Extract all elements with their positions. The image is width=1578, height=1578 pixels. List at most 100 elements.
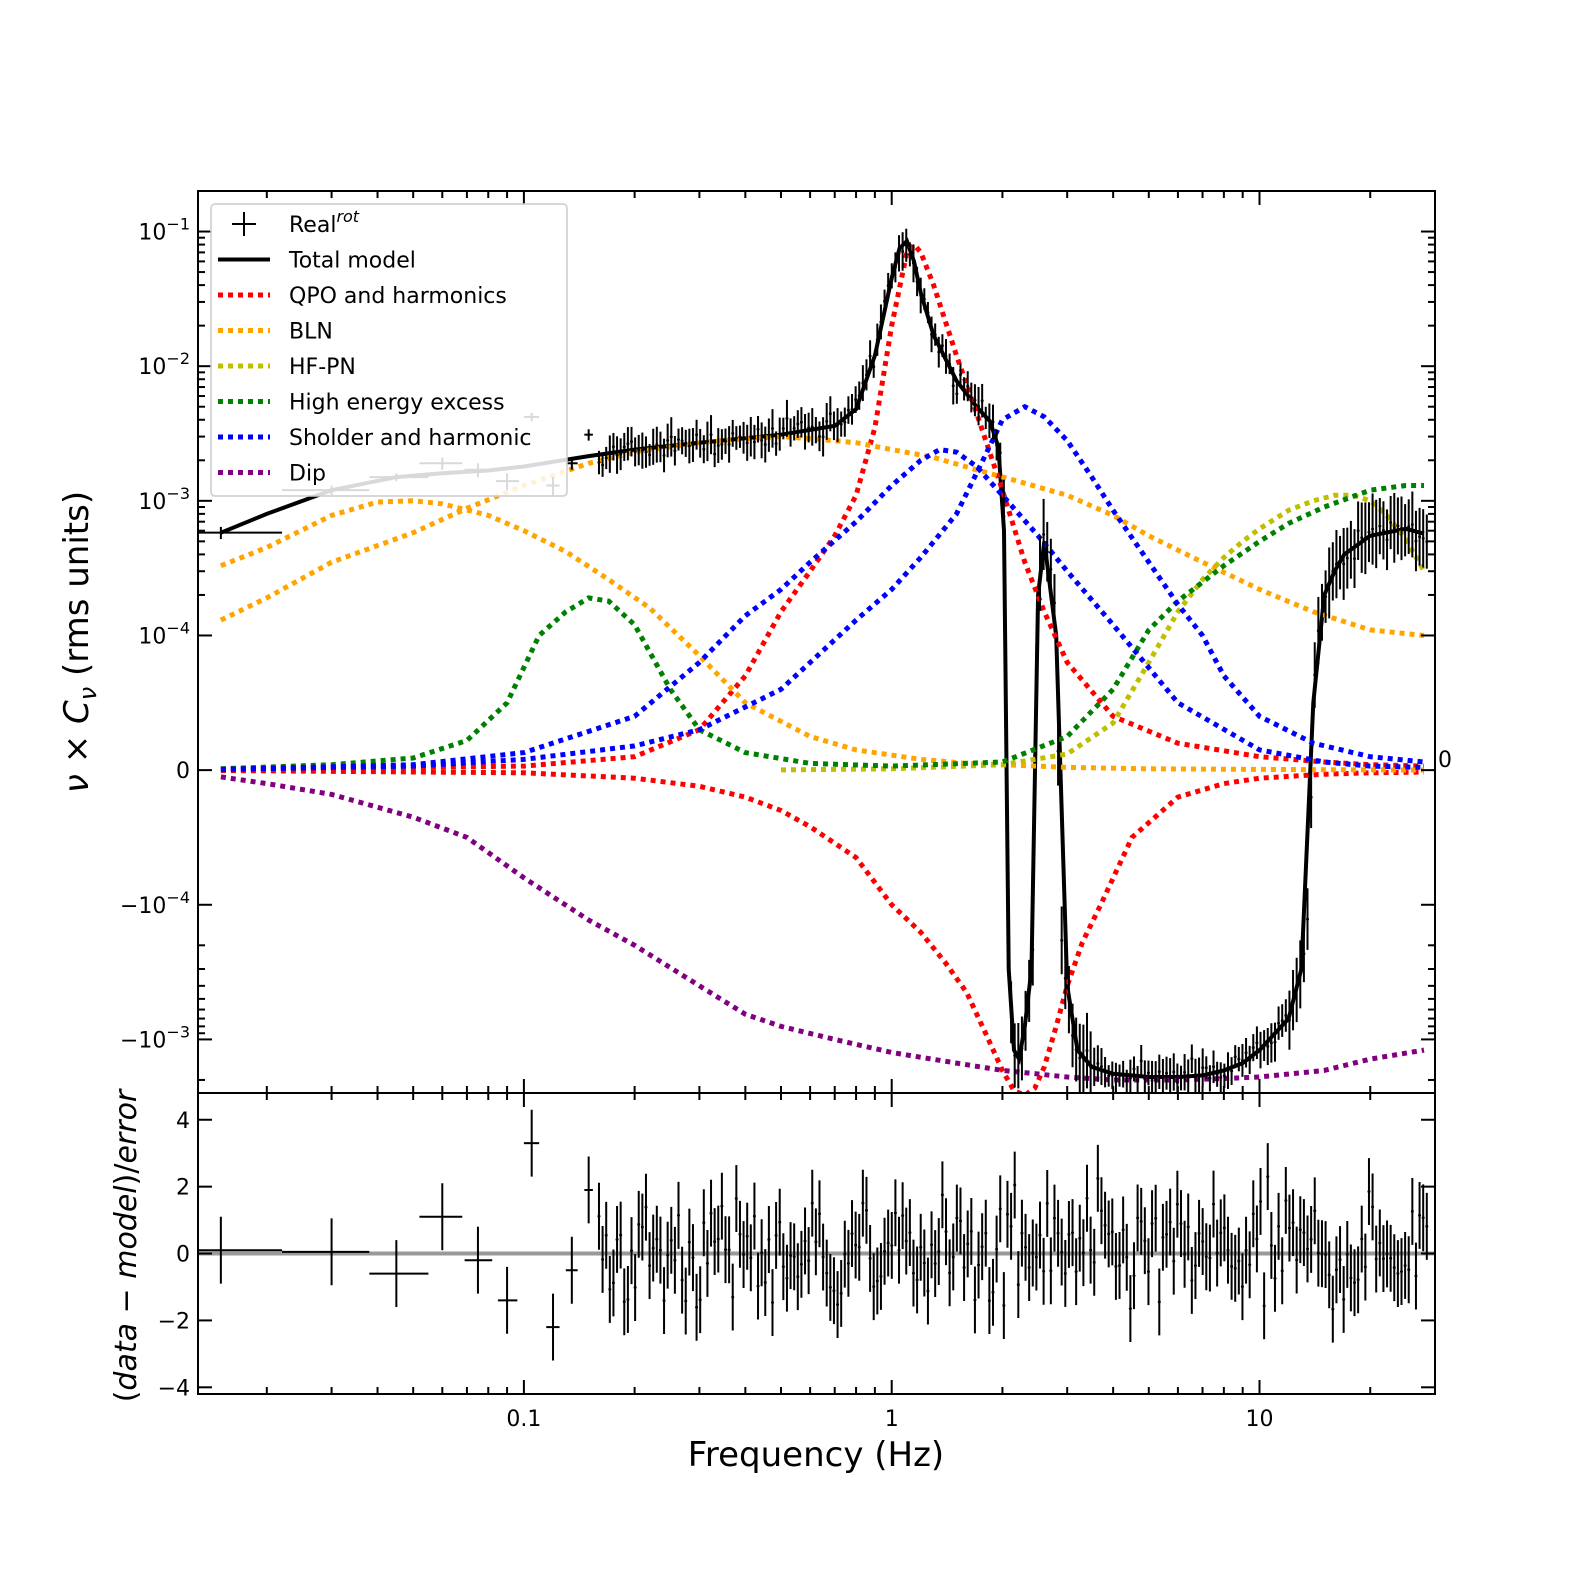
main-y-tick-label: 10−1 <box>138 215 190 246</box>
residual-point <box>763 1249 767 1316</box>
data-point <box>1381 501 1385 560</box>
data-point <box>958 363 962 386</box>
data-point <box>868 340 872 372</box>
data-point <box>752 424 756 460</box>
residual-point <box>1114 1232 1118 1300</box>
data-point <box>1378 498 1382 555</box>
residual-point <box>1092 1228 1096 1296</box>
residual-point <box>1316 1219 1320 1287</box>
residual-point <box>738 1200 742 1268</box>
data-point <box>738 425 742 448</box>
main-y-tick-label: −10−4 <box>120 888 190 919</box>
residual-point <box>1074 1238 1078 1306</box>
residual-point <box>756 1252 760 1320</box>
legend-label: Dip <box>289 462 326 487</box>
x-axis-title: Frequency (Hz) <box>688 1435 944 1475</box>
residual-point <box>948 1239 952 1307</box>
residual-point <box>677 1181 681 1249</box>
residual-point <box>807 1227 811 1295</box>
residual-point <box>995 1215 999 1283</box>
residual-point <box>778 1188 782 1256</box>
data-point <box>1193 1058 1197 1093</box>
residual-point <box>1045 1169 1049 1237</box>
residual-point <box>1085 1164 1089 1232</box>
residual-point <box>1150 1190 1154 1258</box>
data-point <box>1287 990 1291 1050</box>
data-point <box>1425 514 1429 569</box>
residual-point <box>1179 1190 1183 1258</box>
residual-point <box>1349 1244 1353 1312</box>
residual-point <box>1287 1194 1291 1262</box>
data-point <box>774 431 778 456</box>
residual-point <box>1421 1184 1425 1252</box>
main-y-tick-label: 0 <box>176 759 190 784</box>
residual-point <box>604 1201 608 1269</box>
residual-point <box>814 1208 818 1276</box>
data-point <box>1157 1054 1161 1089</box>
data-point <box>673 435 677 466</box>
residual-point <box>369 1240 429 1308</box>
residual-point <box>1400 1238 1404 1306</box>
legend-label: Realrot <box>289 207 360 238</box>
residual-point <box>1183 1220 1187 1288</box>
data-point <box>1331 542 1335 601</box>
data-point <box>962 377 966 401</box>
residual-point <box>1266 1143 1270 1211</box>
data-point <box>796 410 800 438</box>
residual-point <box>651 1214 655 1282</box>
residual-point <box>926 1257 930 1325</box>
data-point <box>745 424 749 461</box>
data-point <box>1204 1056 1208 1080</box>
data-point <box>1136 1066 1140 1093</box>
data-point <box>604 446 608 470</box>
data-point <box>1009 981 1013 1044</box>
data-point <box>1298 940 1302 1009</box>
legend-box <box>210 203 568 497</box>
residual-point <box>615 1206 619 1273</box>
residual-point <box>864 1176 868 1244</box>
residual-point <box>1128 1275 1132 1343</box>
data-point <box>850 394 854 425</box>
residual-point <box>601 1226 605 1293</box>
data-point <box>1248 1045 1252 1075</box>
data-point <box>716 428 720 464</box>
residual-point <box>897 1216 901 1284</box>
residual-data-points <box>198 1109 1435 1361</box>
residual-point <box>687 1208 691 1276</box>
residual-point <box>1331 1275 1335 1343</box>
data-point <box>709 415 713 455</box>
residual-point <box>1024 1213 1028 1281</box>
data-point <box>1183 1054 1187 1091</box>
residual-point <box>723 1216 727 1284</box>
residual-point <box>803 1207 807 1275</box>
data-point <box>1237 1046 1241 1072</box>
residual-point <box>1407 1236 1411 1304</box>
residual-point <box>1009 1192 1013 1260</box>
data-point <box>1360 502 1364 573</box>
residual-point <box>911 1239 915 1307</box>
residual-point <box>1146 1238 1150 1306</box>
legend-label: HF-PN <box>289 355 356 380</box>
data-point <box>807 412 811 443</box>
data-point <box>1197 1057 1201 1093</box>
residual-point <box>1063 1240 1067 1307</box>
residual-point <box>673 1226 677 1294</box>
data-point <box>1078 1023 1082 1093</box>
residual-point <box>1078 1204 1082 1272</box>
data-point <box>651 428 655 465</box>
data-point <box>734 426 738 450</box>
residual-point <box>962 1234 966 1301</box>
residual-point <box>1002 1272 1006 1339</box>
residual-panel: 4 2 0 −2 −4 0.1 1 10 (data − model)/error Freq… <box>109 1088 1436 1475</box>
residual-point <box>919 1213 923 1281</box>
residual-point <box>977 1231 981 1299</box>
residual-point <box>1360 1205 1364 1273</box>
residual-point <box>785 1244 789 1312</box>
x-tick-label: 1 <box>885 1407 899 1432</box>
data-point <box>1168 1058 1172 1093</box>
data-point <box>854 386 858 413</box>
residual-point <box>644 1173 648 1241</box>
data-point <box>1190 1044 1194 1073</box>
data-point <box>1099 1048 1103 1085</box>
data-point <box>814 416 818 444</box>
